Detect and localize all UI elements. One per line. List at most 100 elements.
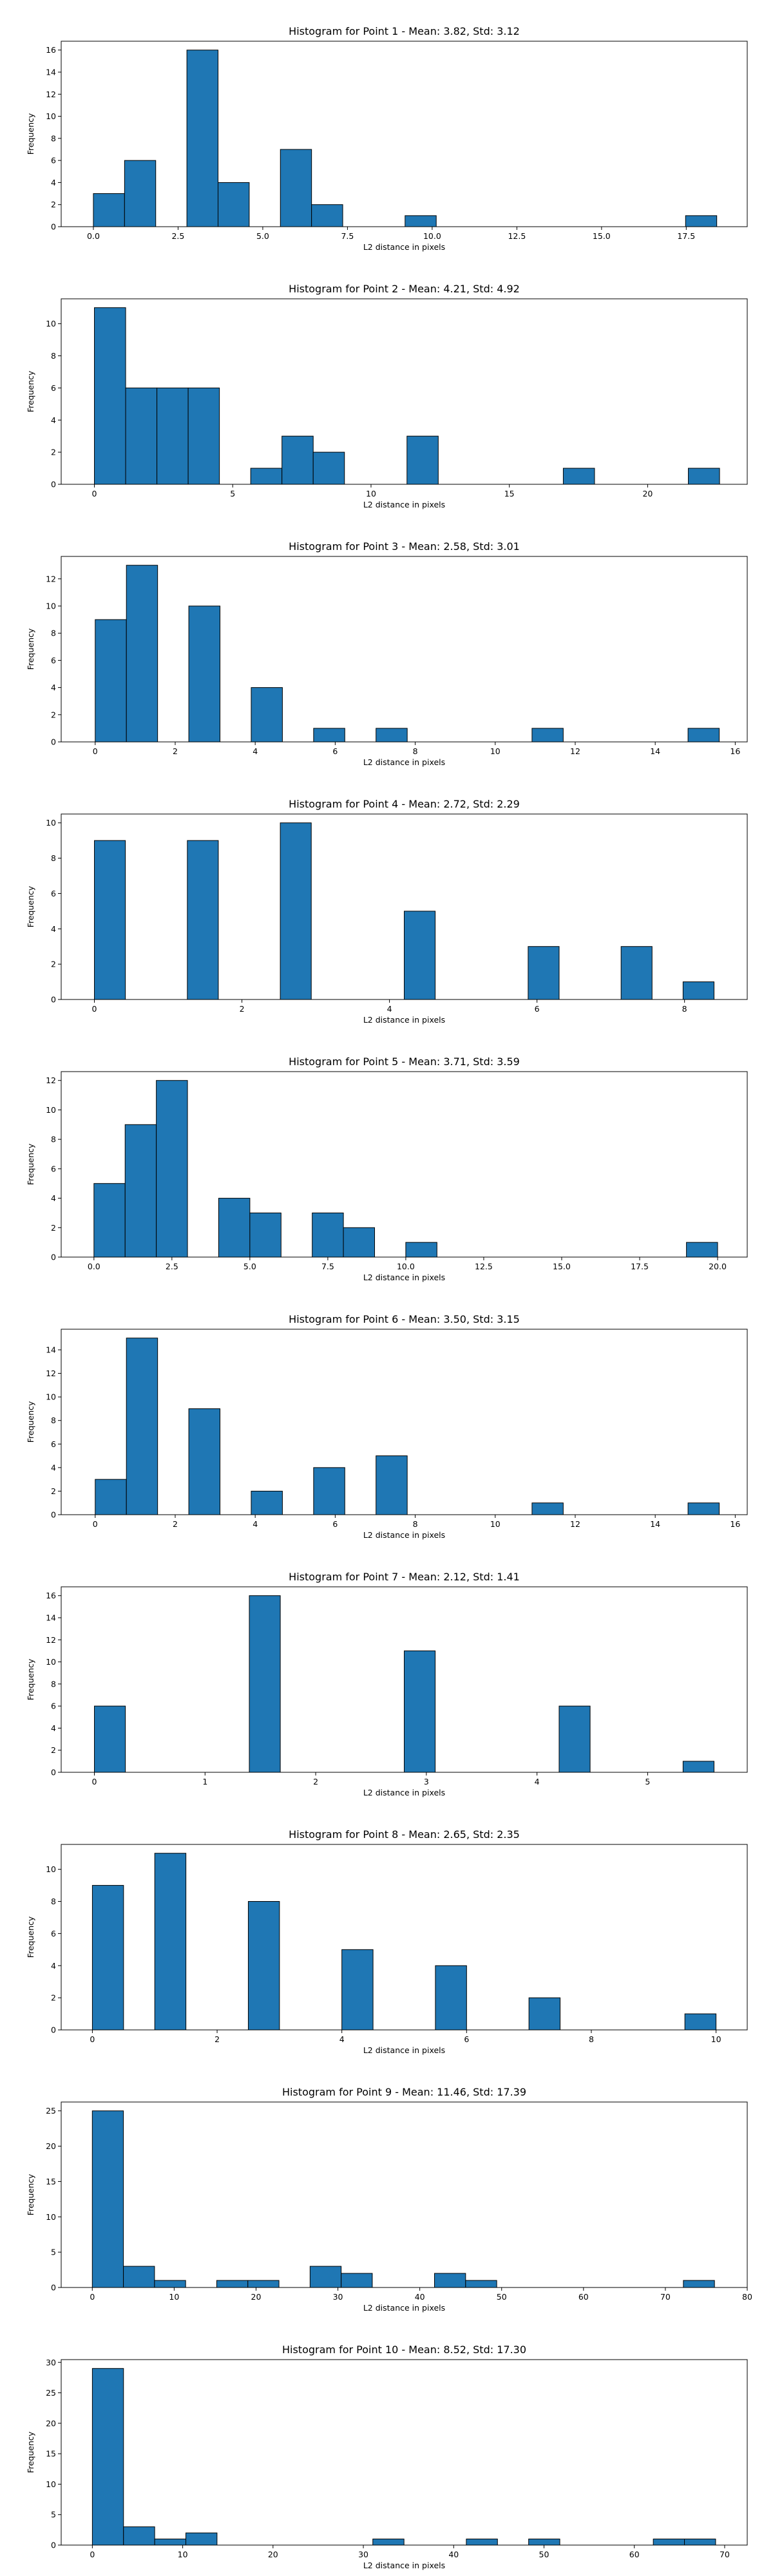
- x-tick-label: 2: [173, 1519, 178, 1529]
- x-tick-label: 8: [413, 746, 418, 756]
- x-axis-label: L2 distance in pixels: [363, 1273, 445, 1282]
- histogram-panel-2: Histogram for Point 2 - Mean: 4.21, Std:…: [26, 283, 748, 509]
- x-axis: 0.0 2.5 5.0 7.5 10.0 12.5 15.0 17.5: [87, 227, 695, 241]
- y-tick-label: 10: [46, 1105, 56, 1115]
- histogram-bar: [313, 728, 345, 743]
- y-tick-label: 4: [51, 924, 56, 934]
- y-tick-label: 8: [51, 133, 56, 143]
- histogram-bar: [250, 468, 283, 485]
- histogram-bar: [685, 215, 718, 227]
- histogram-bar: [341, 1949, 374, 2031]
- x-tick-label: 12: [570, 746, 580, 756]
- histogram-bar: [187, 840, 219, 1000]
- x-tick-label: 10: [490, 746, 501, 756]
- x-tick-label: 3: [424, 1777, 429, 1786]
- histogram-bar: [687, 1502, 720, 1515]
- y-tick-label: 10: [46, 601, 56, 611]
- histogram-bar: [249, 1595, 281, 1773]
- histogram-bar: [531, 728, 564, 743]
- histogram-bar: [154, 2539, 187, 2546]
- histogram-bar: [123, 2266, 155, 2288]
- histogram-bar: [280, 822, 312, 1000]
- histogram-bar: [309, 2266, 342, 2288]
- plot-frame: [61, 2101, 748, 2288]
- y-axis-label: Frequency: [26, 113, 35, 155]
- y-tick-label: 8: [51, 1416, 56, 1425]
- chart-title: Histogram for Point 1 - Mean: 3.82, Std:…: [289, 25, 520, 37]
- x-tick-label: 2.5: [171, 231, 184, 241]
- y-tick-label: 8: [51, 1135, 56, 1144]
- x-tick-label: 16: [730, 746, 740, 756]
- chart-title: Histogram for Point 8 - Mean: 2.65, Std:…: [289, 1828, 520, 1841]
- bars: [95, 565, 720, 743]
- y-tick-label: 0: [51, 222, 56, 232]
- x-tick-label: 2: [215, 2034, 220, 2044]
- histogram-bar: [405, 215, 437, 227]
- y-tick-label: 8: [51, 351, 56, 361]
- histogram-bar: [684, 2539, 716, 2546]
- y-axis-label: Frequency: [26, 1143, 35, 1185]
- x-tick-label: 0: [92, 489, 97, 498]
- x-tick-label: 2: [313, 1777, 318, 1786]
- y-tick-label: 4: [51, 1193, 56, 1203]
- y-tick-label: 14: [46, 68, 56, 77]
- x-tick-label: 30: [358, 2550, 368, 2559]
- histogram-bar: [156, 1080, 188, 1258]
- y-tick-label: 6: [51, 1929, 56, 1938]
- chart-title: Histogram for Point 3 - Mean: 2.58, Std:…: [289, 540, 520, 553]
- histogram-bar: [186, 50, 219, 227]
- histogram-panel-8: Histogram for Point 8 - Mean: 2.65, Std:…: [26, 1828, 748, 2055]
- x-tick-label: 7.5: [321, 1262, 334, 1271]
- histogram-bar: [124, 160, 157, 227]
- histogram-bar: [94, 1705, 126, 1773]
- histogram-bar: [154, 2280, 186, 2288]
- histogram-bar: [282, 435, 314, 485]
- y-tick-label: 16: [46, 1591, 56, 1600]
- y-axis: 0 5 10 15 20 25: [46, 2106, 61, 2293]
- histogram-bar: [686, 1242, 718, 1258]
- x-tick-label: 40: [448, 2550, 459, 2559]
- histogram-bar: [682, 1761, 714, 1773]
- histogram-bar: [435, 1965, 467, 2031]
- histogram-bar: [465, 2280, 497, 2288]
- chart-title: Histogram for Point 2 - Mean: 4.21, Std:…: [289, 283, 520, 295]
- histogram-bar: [186, 2532, 218, 2546]
- y-axis-label: Frequency: [26, 628, 35, 670]
- histogram-bar: [91, 2110, 124, 2288]
- y-tick-label: 4: [51, 1723, 56, 1733]
- x-axis: 0 10 20 30 40 50 60 70 80: [90, 2287, 752, 2302]
- histogram-panel-4: Histogram for Point 4 - Mean: 2.72, Std:…: [26, 798, 748, 1025]
- x-tick-label: 10.0: [397, 1262, 415, 1271]
- y-tick-label: 25: [46, 2106, 56, 2116]
- y-tick-label: 16: [46, 45, 56, 55]
- y-axis: 0 2 4 6 8 10 12 14 16: [46, 1591, 61, 1777]
- y-axis-label: Frequency: [26, 2174, 35, 2215]
- x-tick-label: 0: [90, 2292, 95, 2302]
- y-tick-label: 0: [51, 1253, 56, 1262]
- histogram-bar: [154, 1853, 187, 2031]
- x-axis: 0 10 20 30 40 50 60 70: [90, 2545, 730, 2559]
- x-tick-label: 17.5: [677, 231, 695, 241]
- x-tick-label: 6: [332, 746, 338, 756]
- histogram-panel-9: Histogram for Point 9 - Mean: 11.46, Std…: [26, 2086, 752, 2313]
- plot-frame: [61, 1329, 748, 1515]
- histogram-bar: [311, 204, 343, 227]
- y-tick-label: 6: [51, 1164, 56, 1173]
- y-tick-label: 0: [51, 1510, 56, 1520]
- x-tick-label: 10.0: [423, 231, 441, 241]
- x-tick-label: 12.5: [508, 231, 526, 241]
- x-tick-label: 80: [742, 2292, 752, 2302]
- histogram-bar: [126, 1338, 158, 1515]
- y-axis-label: Frequency: [26, 1658, 35, 1700]
- x-tick-label: 7.5: [341, 231, 354, 241]
- y-tick-label: 0: [51, 2541, 56, 2550]
- plot-frame: [61, 41, 748, 227]
- histogram-bar: [687, 728, 720, 743]
- y-tick-label: 30: [46, 2358, 56, 2367]
- x-tick-label: 50: [497, 2292, 507, 2302]
- histogram-bar: [157, 387, 189, 485]
- bars: [94, 1595, 714, 1773]
- histogram-panel-7: Histogram for Point 7 - Mean: 2.12, Std:…: [26, 1571, 748, 1797]
- x-tick-label: 2: [173, 746, 178, 756]
